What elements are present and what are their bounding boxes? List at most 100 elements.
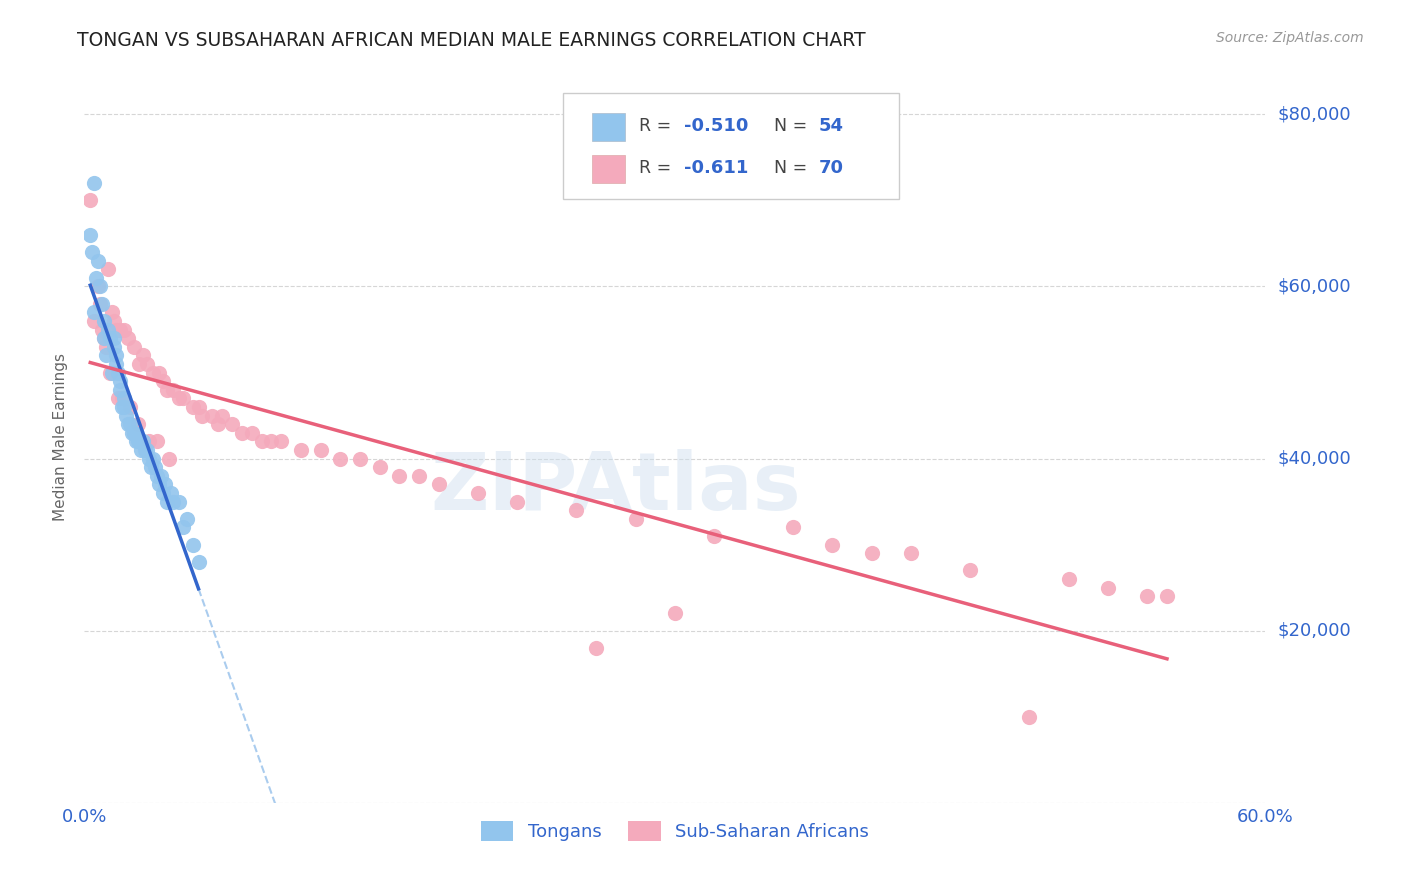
Point: [1136, 589, 1159, 603]
Point: [187, 400, 209, 414]
Point: [104, 322, 127, 336]
Point: [136, 442, 159, 457]
Point: [136, 357, 159, 371]
Point: [101, 305, 124, 319]
Point: [97, 322, 120, 336]
Point: [138, 451, 160, 466]
Point: [506, 494, 529, 508]
Point: [132, 434, 155, 449]
Point: [108, 322, 131, 336]
Point: [82, 245, 104, 260]
FancyBboxPatch shape: [592, 155, 626, 183]
Point: [101, 366, 124, 380]
Point: [131, 442, 153, 457]
Point: [565, 503, 588, 517]
Point: [146, 434, 169, 449]
Point: [201, 409, 224, 423]
Legend: Tongans, Sub-Saharan Africans: Tongans, Sub-Saharan Africans: [474, 814, 876, 848]
Point: [104, 357, 127, 371]
Point: [900, 546, 922, 560]
Point: [187, 555, 209, 569]
Point: [117, 417, 139, 432]
Point: [143, 460, 166, 475]
Point: [79, 227, 101, 242]
Point: [1156, 589, 1178, 603]
Point: [111, 400, 134, 414]
Point: [128, 357, 150, 371]
Point: [152, 486, 174, 500]
Point: [1097, 581, 1119, 595]
Point: [93, 314, 115, 328]
Point: [118, 417, 141, 432]
Point: [162, 383, 184, 397]
Point: [83, 314, 105, 328]
Point: [93, 331, 115, 345]
Point: [157, 451, 180, 466]
Text: 54: 54: [818, 117, 844, 136]
Point: [103, 340, 125, 354]
FancyBboxPatch shape: [592, 113, 626, 141]
Point: [309, 442, 332, 457]
Point: [191, 409, 214, 423]
Point: [138, 434, 160, 449]
Text: $20,000: $20,000: [1277, 622, 1351, 640]
Point: [349, 451, 371, 466]
Point: [172, 392, 194, 406]
Point: [94, 340, 117, 354]
Point: [167, 392, 190, 406]
Point: [181, 538, 204, 552]
Point: [142, 366, 165, 380]
Point: [114, 409, 136, 423]
Point: [127, 434, 149, 449]
Point: [181, 400, 204, 414]
Point: [108, 383, 131, 397]
Point: [121, 425, 143, 440]
Point: [270, 434, 292, 449]
Point: [124, 434, 146, 449]
Point: [1018, 710, 1040, 724]
Point: [388, 468, 411, 483]
Text: TONGAN VS SUBSAHARAN AFRICAN MEDIAN MALE EARNINGS CORRELATION CHART: TONGAN VS SUBSAHARAN AFRICAN MEDIAN MALE…: [77, 31, 866, 50]
Point: [103, 314, 125, 328]
Point: [150, 468, 173, 483]
Point: [98, 331, 121, 345]
Point: [959, 564, 981, 578]
Point: [207, 417, 229, 432]
Point: [664, 607, 686, 621]
Point: [112, 322, 135, 336]
Point: [408, 468, 430, 483]
Point: [112, 392, 135, 406]
Text: $40,000: $40,000: [1277, 450, 1351, 467]
Point: [250, 434, 273, 449]
Point: [1057, 572, 1080, 586]
Point: [167, 494, 190, 508]
Point: [93, 331, 115, 345]
Text: 70: 70: [818, 160, 844, 178]
Point: [231, 425, 253, 440]
Point: [91, 322, 114, 336]
Point: [624, 512, 647, 526]
Point: [427, 477, 450, 491]
Point: [329, 451, 352, 466]
Point: [156, 383, 179, 397]
Point: [127, 417, 149, 432]
Point: [103, 331, 125, 345]
Text: ZIPAtlas: ZIPAtlas: [430, 450, 801, 527]
Point: [260, 434, 283, 449]
Point: [84, 271, 107, 285]
Point: [782, 520, 804, 534]
Point: [172, 520, 194, 534]
Point: [112, 400, 135, 414]
Point: [156, 494, 179, 508]
Point: [860, 546, 883, 560]
Text: N =: N =: [763, 117, 813, 136]
Point: [108, 374, 131, 388]
Point: [83, 305, 105, 319]
Point: [79, 194, 101, 208]
Point: [83, 176, 105, 190]
Point: [821, 538, 844, 552]
Point: [87, 253, 110, 268]
Point: [128, 434, 150, 449]
Point: [111, 392, 134, 406]
Point: [94, 348, 117, 362]
